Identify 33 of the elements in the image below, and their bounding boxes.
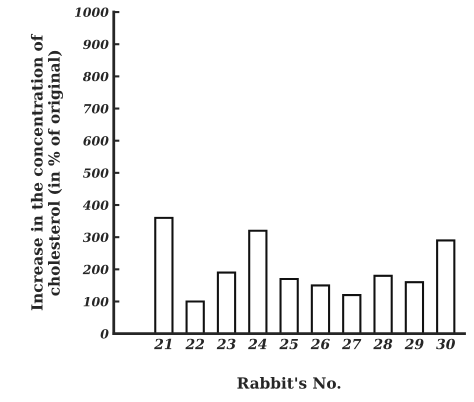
y-tick-label: 200 [82,264,108,274]
y-tick-label: 800 [82,72,108,82]
x-tick-label: 29 [404,338,424,350]
bar [248,230,268,334]
bar [404,281,424,334]
bar [342,294,362,334]
bar [216,272,236,334]
x-tick-label: 21 [154,338,172,350]
bar [186,300,205,334]
y-tick-label: 300 [82,232,108,242]
x-tick-label: 24 [248,338,267,350]
y-tick-label: 500 [83,168,108,178]
bar [279,278,299,334]
x-tick-label: 28 [373,338,392,350]
x-tick-label: 30 [436,338,455,350]
x-tick-label: 27 [342,338,362,350]
y-tick-label: 0 [100,329,108,339]
bar [436,239,456,334]
bar [373,274,393,334]
x-tick-label: 23 [216,338,236,350]
x-tick-label: 26 [310,338,330,350]
y-tick-label: 100 [84,296,108,306]
x-tick-label: 25 [279,338,298,350]
bar [154,216,174,334]
x-tick-label: 22 [185,338,204,350]
x-axis-title: Rabbit's No. [237,376,340,389]
y-tick-label: 600 [83,136,108,146]
bar [310,284,330,334]
y-axis-title: Increase in the concentration of cholesterol (in % of original) [30,34,63,310]
y-tick-label: 700 [84,104,108,114]
y-tick-label: 900 [83,40,108,50]
y-tick-label: 400 [82,200,108,210]
y-tick-label: 1000 [74,8,108,17]
